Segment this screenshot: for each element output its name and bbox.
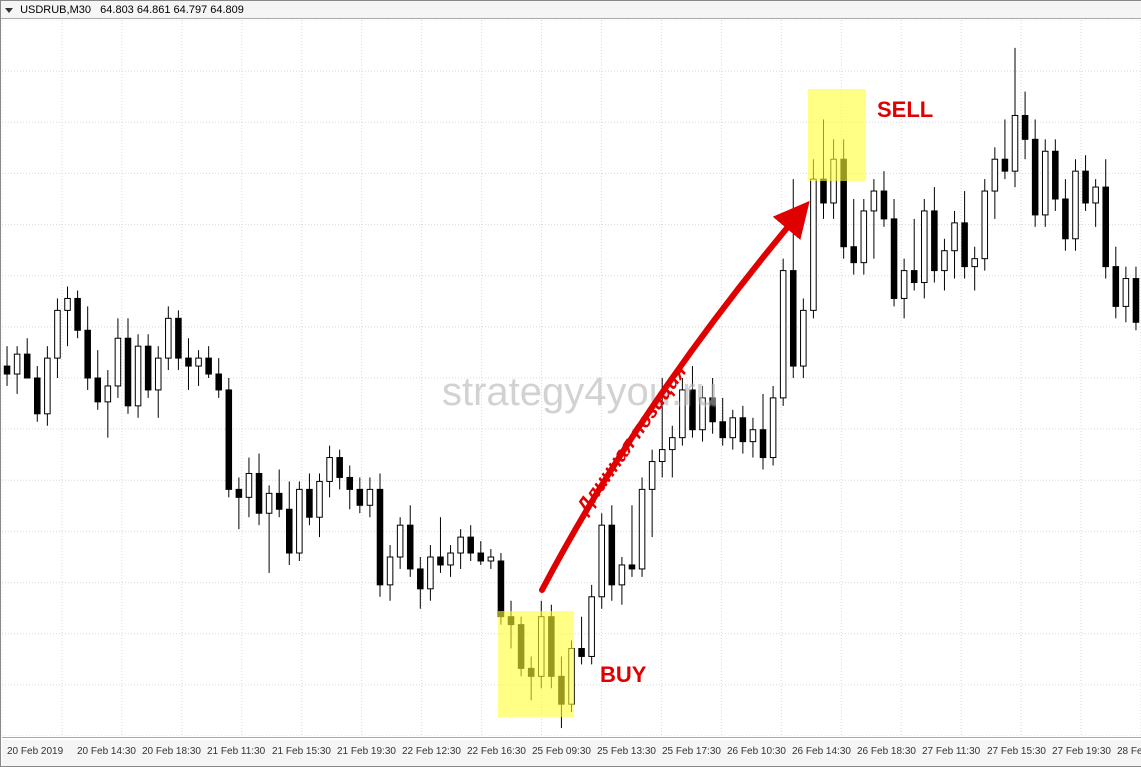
position-label: Длинная позиция bbox=[573, 361, 693, 518]
x-tick: 26 Feb 14:30 bbox=[792, 746, 851, 757]
x-tick: 20 Feb 18:30 bbox=[142, 746, 201, 757]
x-tick: 22 Feb 12:30 bbox=[402, 746, 461, 757]
symbol-label: USDRUB,M30 bbox=[20, 4, 91, 16]
x-tick: 21 Feb 19:30 bbox=[337, 746, 396, 757]
buy-label: BUY bbox=[600, 662, 646, 688]
x-tick: 27 Feb 15:30 bbox=[987, 746, 1046, 757]
x-axis: 20 Feb 2019 20 Feb 14:30 20 Feb 18:30 21 Fe… bbox=[2, 740, 1141, 766]
x-tick: 28 Feb 12: bbox=[1117, 746, 1141, 757]
x-tick: 25 Feb 09:30 bbox=[532, 746, 591, 757]
chart-area[interactable]: strategy4you.ru Длинная позиция BUY SELL bbox=[2, 20, 1141, 738]
ohlc-values: 64.803 64.861 64.797 64.809 bbox=[100, 4, 244, 16]
dropdown-icon[interactable] bbox=[5, 8, 13, 13]
x-tick: 27 Feb 19:30 bbox=[1052, 746, 1111, 757]
sell-label: SELL bbox=[877, 97, 933, 123]
x-tick: 21 Feb 11:30 bbox=[207, 746, 265, 757]
x-tick: 21 Feb 15:30 bbox=[272, 746, 331, 757]
chart-header: USDRUB,M30 64.803 64.861 64.797 64.809 bbox=[1, 1, 1141, 19]
sell-highlight bbox=[808, 89, 866, 181]
x-tick: 20 Feb 14:30 bbox=[77, 746, 136, 757]
x-tick: 25 Feb 13:30 bbox=[597, 746, 656, 757]
x-tick: 25 Feb 17:30 bbox=[662, 746, 721, 757]
x-tick: 20 Feb 2019 bbox=[7, 746, 63, 757]
chart-window: USDRUB,M30 64.803 64.861 64.797 64.809 s… bbox=[0, 0, 1141, 767]
x-tick: 27 Feb 11:30 bbox=[922, 746, 980, 757]
buy-highlight bbox=[498, 611, 574, 717]
x-tick: 22 Feb 16:30 bbox=[467, 746, 526, 757]
x-tick: 26 Feb 18:30 bbox=[857, 746, 916, 757]
x-tick: 26 Feb 10:30 bbox=[727, 746, 786, 757]
